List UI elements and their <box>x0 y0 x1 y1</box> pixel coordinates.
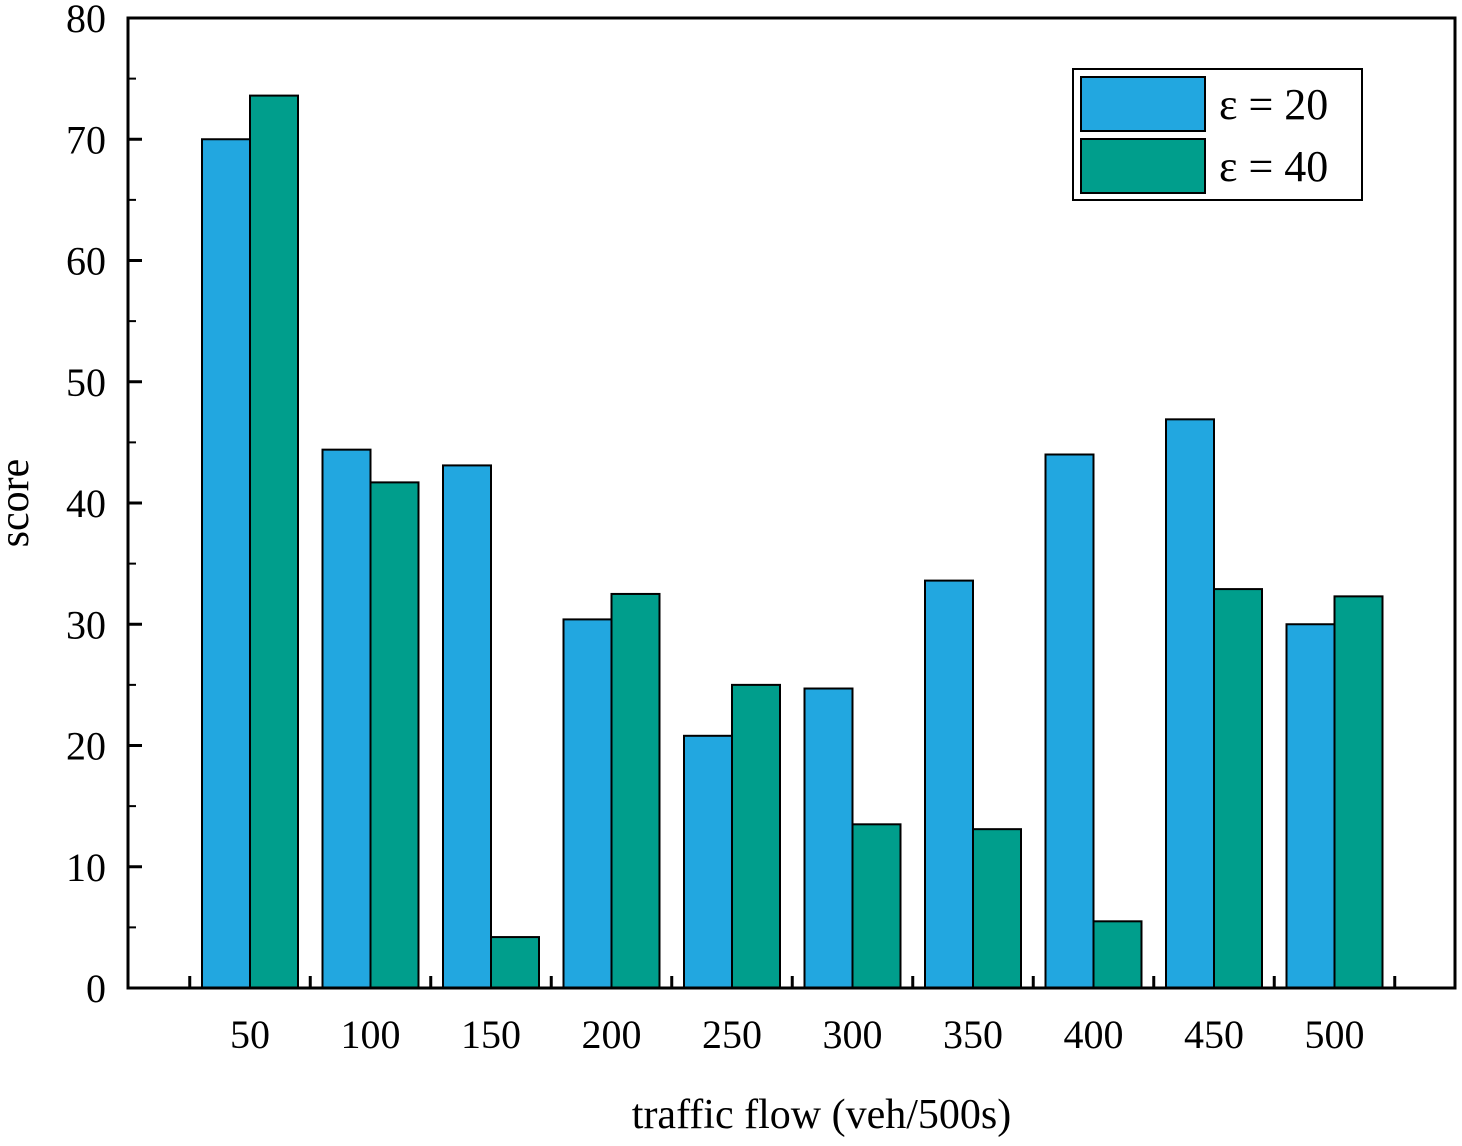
bar-series-2-500 <box>1333 595 1384 989</box>
x-tick-label-400: 400 <box>1064 1012 1124 1057</box>
x-tick-label-150: 150 <box>461 1012 521 1057</box>
bar-series-2-50 <box>249 94 299 990</box>
bar-series-1-200 <box>562 618 613 990</box>
y-tick-label: 10 <box>66 845 106 890</box>
bar-series-2-100 <box>369 481 420 989</box>
x-tick-label-250: 250 <box>702 1012 762 1057</box>
bar-series-1-450 <box>1165 418 1215 989</box>
bar-series-1-350 <box>924 579 974 989</box>
y-tick-label: 50 <box>66 360 106 405</box>
x-axis-title: traffic flow (veh/500s) <box>632 1092 1011 1138</box>
y-tick-label: 20 <box>66 724 106 769</box>
bar-series-1-100 <box>321 448 372 989</box>
x-tick-label-350: 350 <box>943 1012 1003 1057</box>
x-tick-label-500: 500 <box>1305 1012 1365 1057</box>
y-axis-title: score <box>0 459 38 548</box>
bar-series-2-200 <box>610 592 661 989</box>
legend: ε = 20 ε = 40 <box>1072 68 1363 201</box>
bar-series-1-150 <box>442 464 492 990</box>
y-tick-label: 0 <box>86 966 106 1011</box>
x-tick-label-50: 50 <box>230 1012 270 1057</box>
legend-swatch-1 <box>1080 76 1206 132</box>
x-tick-label-450: 450 <box>1184 1012 1244 1057</box>
y-tick-label: 80 <box>66 0 106 41</box>
bars-layer <box>201 94 1384 990</box>
bar-series-2-300 <box>851 823 902 989</box>
legend-label-1: ε = 20 <box>1219 80 1328 129</box>
bar-series-1-500 <box>1285 623 1336 989</box>
y-tick-label: 40 <box>66 481 106 526</box>
legend-label-2: ε = 40 <box>1219 142 1328 191</box>
axes-layer <box>126 16 1457 990</box>
bar-series-2-250 <box>731 683 781 989</box>
bar-series-1-250 <box>683 734 733 989</box>
y-tick-label: 60 <box>66 239 106 284</box>
bar-series-2-450 <box>1213 588 1263 990</box>
bar-series-2-400 <box>1092 920 1143 989</box>
x-tick-label-300: 300 <box>823 1012 883 1057</box>
y-tick-label: 70 <box>66 117 106 162</box>
bar-series-2-150 <box>490 936 540 990</box>
y-tick-label: 30 <box>66 602 106 647</box>
bar-series-2-350 <box>972 828 1022 989</box>
legend-swatch-2 <box>1080 138 1206 194</box>
x-tick-label-200: 200 <box>582 1012 642 1057</box>
bar-series-1-400 <box>1044 453 1095 989</box>
bar-series-1-300 <box>803 687 854 989</box>
labels-layer: 0 10 20 30 40 50 60 70 80 50 100 150 200 250 300 350 400… <box>66 0 1365 1057</box>
x-tick-label-100: 100 <box>341 1012 401 1057</box>
bar-series-1-50 <box>201 138 251 989</box>
